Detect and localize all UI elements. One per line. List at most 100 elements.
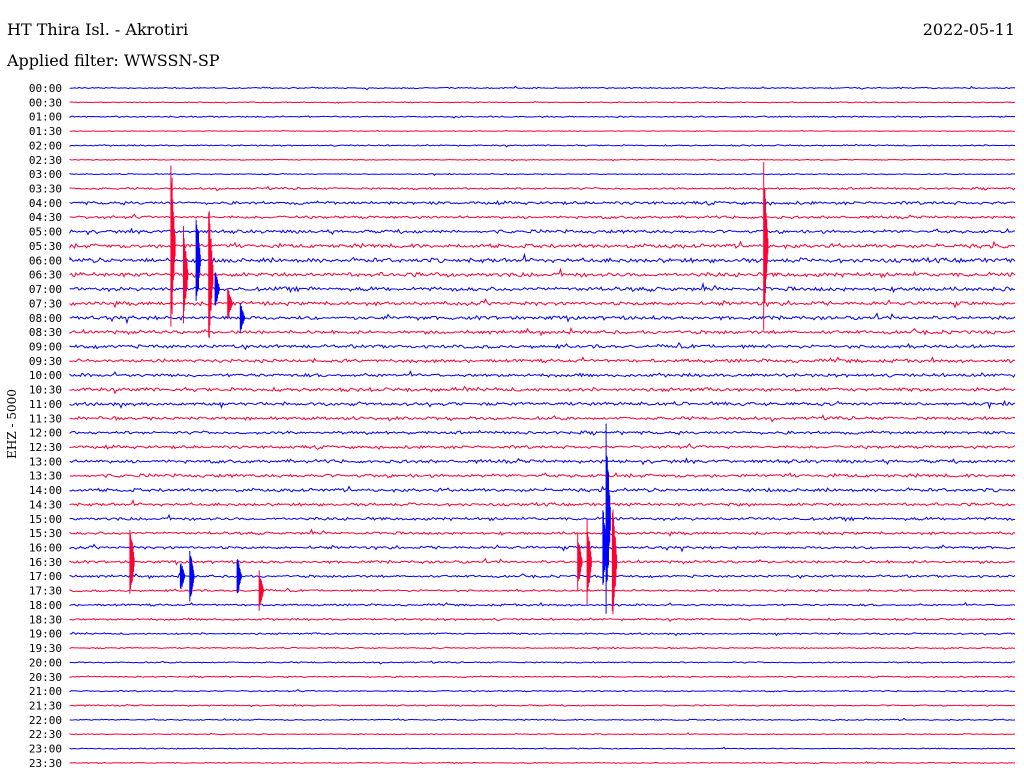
trace-line [69,601,1016,607]
trace-time-label: 23:30 [29,757,62,770]
event-spike [611,509,618,615]
trace-time-label: 02:00 [29,139,62,152]
trace-line [69,557,1016,566]
trace-line [69,703,1016,708]
trace-time-label: 05:30 [29,240,62,253]
trace-time-label: 20:30 [29,671,62,684]
trace-group [69,85,1016,765]
trace-time-label: 22:30 [29,728,62,741]
trace-time-label: 07:00 [29,283,62,296]
event-spike [763,162,769,330]
trace-time-label: 08:00 [29,312,62,325]
trace-line [69,281,1016,294]
trace-time-label: 18:00 [29,599,62,612]
trace-time-label: 17:00 [29,570,62,583]
trace-line [69,158,1015,162]
trace-time-label: 14:30 [29,498,62,511]
event-spike [239,302,245,333]
trace-time-label: 20:00 [29,656,62,669]
trace-line [69,227,1016,236]
trace-line [69,143,1016,148]
trace-time-label: 09:00 [29,340,62,353]
trace-line [69,414,1016,423]
trace-line [69,513,1016,523]
trace-line [69,746,1016,750]
trace-time-label: 12:00 [29,427,62,440]
trace-line [69,631,1016,637]
event-spike [586,519,592,605]
trace-line [69,617,1016,623]
trace-time-label: 23:00 [29,743,62,756]
trace-time-label: 10:00 [29,369,62,382]
trace-line [69,675,1016,679]
trace-line [69,646,1016,651]
trace-time-label: 15:30 [29,527,62,540]
trace-line [69,587,1016,593]
event-spike [208,211,214,339]
station-title: HT Thira Isl. - Akrotiri [7,20,189,39]
trace-line [69,129,1016,132]
event-spike [602,510,608,585]
trace-line [69,528,1016,537]
trace-line [69,429,1016,436]
trace-time-label: 10:30 [29,384,62,397]
trace-time-label: 01:00 [29,111,62,124]
trace-time-label: 14:00 [29,484,62,497]
trace-time-label: 21:30 [29,699,62,712]
trace-line [69,485,1016,493]
event-spike [577,533,583,591]
event-spike [189,551,195,602]
trace-line [69,199,1016,206]
event-spike [195,219,201,301]
trace-time-label: 13:00 [29,455,62,468]
event-spike [258,570,264,611]
trace-line [69,399,1016,410]
trace-line [69,115,1016,119]
trace-line [69,356,1016,364]
trace-time-label: 21:00 [29,685,62,698]
trace-time-label: 18:30 [29,613,62,626]
event-spike [214,272,220,306]
trace-line [69,213,1016,220]
trace-time-label: 08:30 [29,326,62,339]
trace-line [69,326,1016,337]
trace-time-label: 04:30 [29,211,62,224]
trace-time-label: 07:30 [29,297,62,310]
trace-line [69,267,1016,279]
trace-time-label: 01:30 [29,125,62,138]
event-spike [236,559,242,594]
event-spike [170,165,176,327]
trace-time-label: 13:30 [29,470,62,483]
event-spike [129,530,135,594]
trace-line [69,442,1016,451]
trace-time-label: 06:00 [29,254,62,267]
trace-time-label: 19:00 [29,628,62,641]
trace-time-label: 11:30 [29,412,62,425]
trace-line [69,499,1016,507]
trace-line [69,185,1016,192]
trace-line [69,760,1016,765]
trace-line [69,298,1016,309]
trace-line [69,252,1016,264]
trace-time-label: 00:30 [29,96,62,109]
trace-time-label: 16:00 [29,542,62,555]
trace-time-label: 16:30 [29,556,62,569]
trace-time-label: 11:00 [29,398,62,411]
trace-time-label: 22:00 [29,714,62,727]
trace-time-label: 17:30 [29,585,62,598]
trace-line [69,543,1016,553]
event-spike [227,288,233,319]
event-spike [183,226,189,324]
trace-line [69,732,1016,736]
trace-line [69,172,1016,176]
trace-line [69,370,1016,378]
trace-line [69,689,1016,693]
trace-line [69,660,1016,665]
trace-time-label: 02:30 [29,154,62,167]
trace-time-label: 12:30 [29,441,62,454]
trace-time-label: 09:30 [29,355,62,368]
record-date: 2022-05-11 [922,20,1015,39]
trace-time-label: 19:30 [29,642,62,655]
